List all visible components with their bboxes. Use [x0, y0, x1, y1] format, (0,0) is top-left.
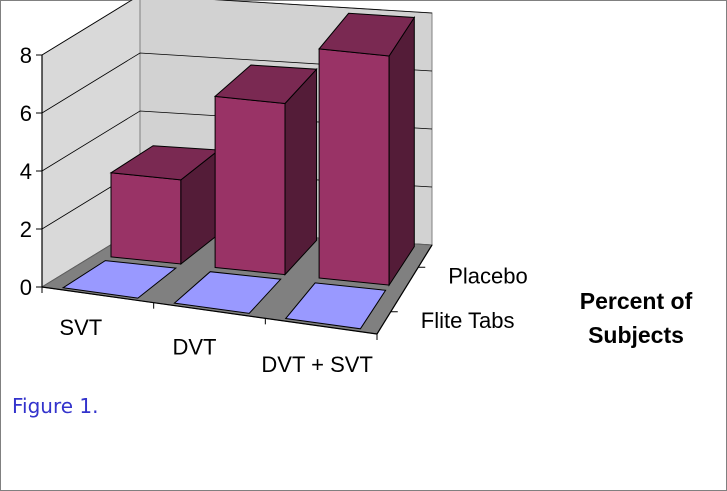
series-label-1: Placebo [448, 263, 528, 288]
bar-top-0-2 [284, 282, 387, 330]
axes [36, 54, 433, 340]
bar-front-1-0 [110, 172, 182, 265]
bars [61, 12, 416, 330]
bar-0-2 [284, 282, 387, 330]
bar-0-1 [173, 271, 282, 314]
bar-side-1-2 [388, 15, 415, 287]
z-axis-line [376, 244, 433, 335]
depth-axis-title-line1: Percent of [579, 288, 693, 314]
series-label-0: Flite Tabs [421, 308, 515, 333]
category-label-0: SVT [59, 315, 102, 340]
y-tick-label-3: 6 [20, 101, 32, 126]
x-axis-line [41, 286, 378, 335]
category-label-1: DVT [173, 335, 217, 360]
bar-1-1 [213, 64, 318, 276]
gridline-4 [41, 0, 433, 56]
bar-1-2 [318, 12, 416, 287]
bar-top-0-0 [61, 260, 178, 299]
bar-top-1-1 [213, 64, 318, 105]
y-tick-labels: 0 2 4 6 8 [20, 43, 32, 300]
category-labels: SVT DVT DVT + SVT [59, 315, 372, 377]
bar-top-1-2 [318, 12, 416, 57]
bar-0-0 [61, 260, 178, 299]
depth-axis-title: Percent of Subjects [548, 284, 724, 352]
bar-front-1-2 [318, 48, 390, 286]
y-tick-label-2: 4 [20, 159, 32, 184]
bar-1-0 [109, 145, 221, 266]
bar-top-0-1 [173, 271, 282, 314]
y-tick-label-0: 0 [20, 275, 32, 300]
figure-caption: Figure 1. [12, 394, 99, 418]
bar-front-1-1 [214, 95, 286, 276]
y-tick-label-1: 2 [20, 217, 32, 242]
category-label-2: DVT + SVT [261, 352, 372, 377]
series-labels: Flite Tabs Placebo [421, 263, 528, 333]
bar-side-1-1 [284, 67, 318, 276]
y-tick-label-4: 8 [20, 43, 32, 68]
depth-axis-title-line2: Subjects [588, 322, 684, 348]
